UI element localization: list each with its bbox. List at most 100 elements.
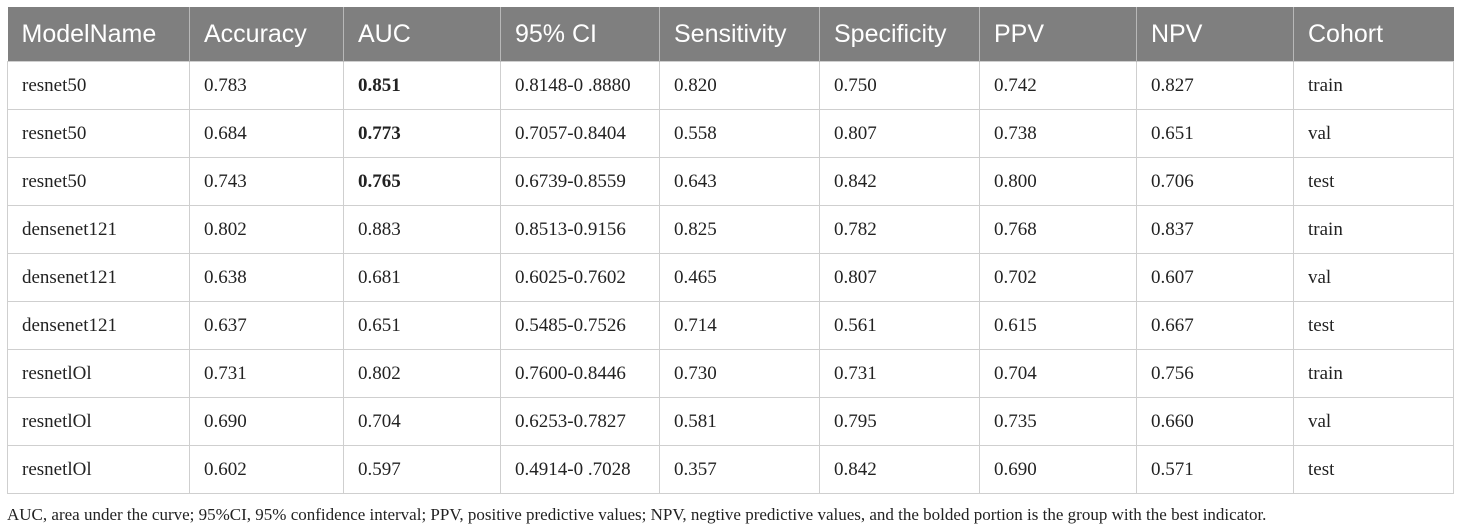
accuracy-cell: 0.684 <box>189 109 344 158</box>
ci-cell: 0.6253-0.7827 <box>500 397 660 446</box>
table-row: densenet121 0.637 0.651 0.5485-0.7526 0.714 0… <box>7 301 1454 350</box>
accuracy-cell: 0.638 <box>189 253 344 302</box>
specificity-cell: 0.731 <box>819 349 980 398</box>
sensitivity-cell: 0.581 <box>659 397 820 446</box>
npv-cell: 0.607 <box>1136 253 1294 302</box>
npv-cell: 0.571 <box>1136 445 1294 494</box>
auc-cell: 0.851 <box>343 61 501 110</box>
ci-cell: 0.7600-0.8446 <box>500 349 660 398</box>
ppv-cell: 0.615 <box>979 301 1137 350</box>
auc-cell: 0.765 <box>343 157 501 206</box>
sensitivity-cell: 0.643 <box>659 157 820 206</box>
model-name-cell: densenet121 <box>7 205 190 254</box>
table-footnote: AUC, area under the curve; 95%CI, 95% co… <box>7 505 1267 524</box>
npv-cell: 0.651 <box>1136 109 1294 158</box>
model-name-cell: resnet50 <box>7 157 190 206</box>
ppv-cell: 0.742 <box>979 61 1137 110</box>
results-table: ModelName Accuracy AUC 95% CI Sensitivit… <box>7 7 1454 494</box>
header-95-ci: 95% CI <box>500 7 660 62</box>
cohort-cell: test <box>1293 157 1454 206</box>
accuracy-cell: 0.602 <box>189 445 344 494</box>
header-ppv: PPV <box>979 7 1137 62</box>
header-auc: AUC <box>343 7 501 62</box>
cohort-cell: train <box>1293 61 1454 110</box>
specificity-cell: 0.842 <box>819 157 980 206</box>
header-specificity: Specificity <box>819 7 980 62</box>
ci-cell: 0.8148-0 .8880 <box>500 61 660 110</box>
specificity-cell: 0.561 <box>819 301 980 350</box>
cohort-cell: val <box>1293 109 1454 158</box>
cohort-cell: train <box>1293 205 1454 254</box>
specificity-cell: 0.795 <box>819 397 980 446</box>
ci-cell: 0.5485-0.7526 <box>500 301 660 350</box>
table-row: densenet121 0.638 0.681 0.6025-0.7602 0.465 0… <box>7 253 1454 302</box>
specificity-cell: 0.807 <box>819 253 980 302</box>
accuracy-cell: 0.690 <box>189 397 344 446</box>
auc-cell: 0.681 <box>343 253 501 302</box>
cohort-cell: val <box>1293 397 1454 446</box>
accuracy-cell: 0.637 <box>189 301 344 350</box>
model-name-cell: resnetlOl <box>7 349 190 398</box>
model-name-cell: resnet50 <box>7 109 190 158</box>
cohort-cell: test <box>1293 445 1454 494</box>
ci-cell: 0.6739-0.8559 <box>500 157 660 206</box>
ppv-cell: 0.704 <box>979 349 1137 398</box>
auc-cell: 0.883 <box>343 205 501 254</box>
accuracy-cell: 0.802 <box>189 205 344 254</box>
cohort-cell: train <box>1293 349 1454 398</box>
specificity-cell: 0.807 <box>819 109 980 158</box>
sensitivity-cell: 0.820 <box>659 61 820 110</box>
npv-cell: 0.756 <box>1136 349 1294 398</box>
header-npv: NPV <box>1136 7 1294 62</box>
specificity-cell: 0.750 <box>819 61 980 110</box>
sensitivity-cell: 0.465 <box>659 253 820 302</box>
table-row: resnetlOl 0.602 0.597 0.4914-0 .7028 0.357 0.… <box>7 445 1454 494</box>
results-table-container: ModelName Accuracy AUC 95% CI Sensitivit… <box>7 7 1454 494</box>
auc-cell: 0.651 <box>343 301 501 350</box>
model-name-cell: densenet121 <box>7 301 190 350</box>
model-name-cell: densenet121 <box>7 253 190 302</box>
auc-cell: 0.704 <box>343 397 501 446</box>
accuracy-cell: 0.731 <box>189 349 344 398</box>
header-sensitivity: Sensitivity <box>659 7 820 62</box>
table-row: resnet50 0.743 0.765 0.6739-0.8559 0.643 0.84… <box>7 157 1454 206</box>
table-body: resnet50 0.783 0.851 0.8148-0 .8880 0.820 0.7… <box>7 61 1454 494</box>
npv-cell: 0.827 <box>1136 61 1294 110</box>
auc-cell: 0.597 <box>343 445 501 494</box>
table-row: resnetlOl 0.690 0.704 0.6253-0.7827 0.581 0.7… <box>7 397 1454 446</box>
auc-cell: 0.802 <box>343 349 501 398</box>
ppv-cell: 0.800 <box>979 157 1137 206</box>
ci-cell: 0.8513-0.9156 <box>500 205 660 254</box>
ppv-cell: 0.738 <box>979 109 1137 158</box>
npv-cell: 0.660 <box>1136 397 1294 446</box>
auc-cell: 0.773 <box>343 109 501 158</box>
model-name-cell: resnetlOl <box>7 445 190 494</box>
accuracy-cell: 0.783 <box>189 61 344 110</box>
header-cohort: Cohort <box>1293 7 1454 62</box>
table-row: densenet121 0.802 0.883 0.8513-0.9156 0.825 0… <box>7 205 1454 254</box>
ci-cell: 0.6025-0.7602 <box>500 253 660 302</box>
ci-cell: 0.7057-0.8404 <box>500 109 660 158</box>
npv-cell: 0.837 <box>1136 205 1294 254</box>
ppv-cell: 0.702 <box>979 253 1137 302</box>
header-accuracy: Accuracy <box>189 7 344 62</box>
sensitivity-cell: 0.558 <box>659 109 820 158</box>
ppv-cell: 0.690 <box>979 445 1137 494</box>
sensitivity-cell: 0.825 <box>659 205 820 254</box>
specificity-cell: 0.782 <box>819 205 980 254</box>
table-row: resnet50 0.783 0.851 0.8148-0 .8880 0.820 0.7… <box>7 61 1454 110</box>
specificity-cell: 0.842 <box>819 445 980 494</box>
ppv-cell: 0.768 <box>979 205 1137 254</box>
model-name-cell: resnet50 <box>7 61 190 110</box>
cohort-cell: test <box>1293 301 1454 350</box>
ppv-cell: 0.735 <box>979 397 1137 446</box>
cohort-cell: val <box>1293 253 1454 302</box>
ci-cell: 0.4914-0 .7028 <box>500 445 660 494</box>
sensitivity-cell: 0.730 <box>659 349 820 398</box>
table-header-row: ModelName Accuracy AUC 95% CI Sensitivit… <box>7 7 1454 62</box>
sensitivity-cell: 0.714 <box>659 301 820 350</box>
table-row: resnetlOl 0.731 0.802 0.7600-0.8446 0.730 0.7… <box>7 349 1454 398</box>
table-row: resnet50 0.684 0.773 0.7057-0.8404 0.558 0.80… <box>7 109 1454 158</box>
npv-cell: 0.706 <box>1136 157 1294 206</box>
model-name-cell: resnetlOl <box>7 397 190 446</box>
